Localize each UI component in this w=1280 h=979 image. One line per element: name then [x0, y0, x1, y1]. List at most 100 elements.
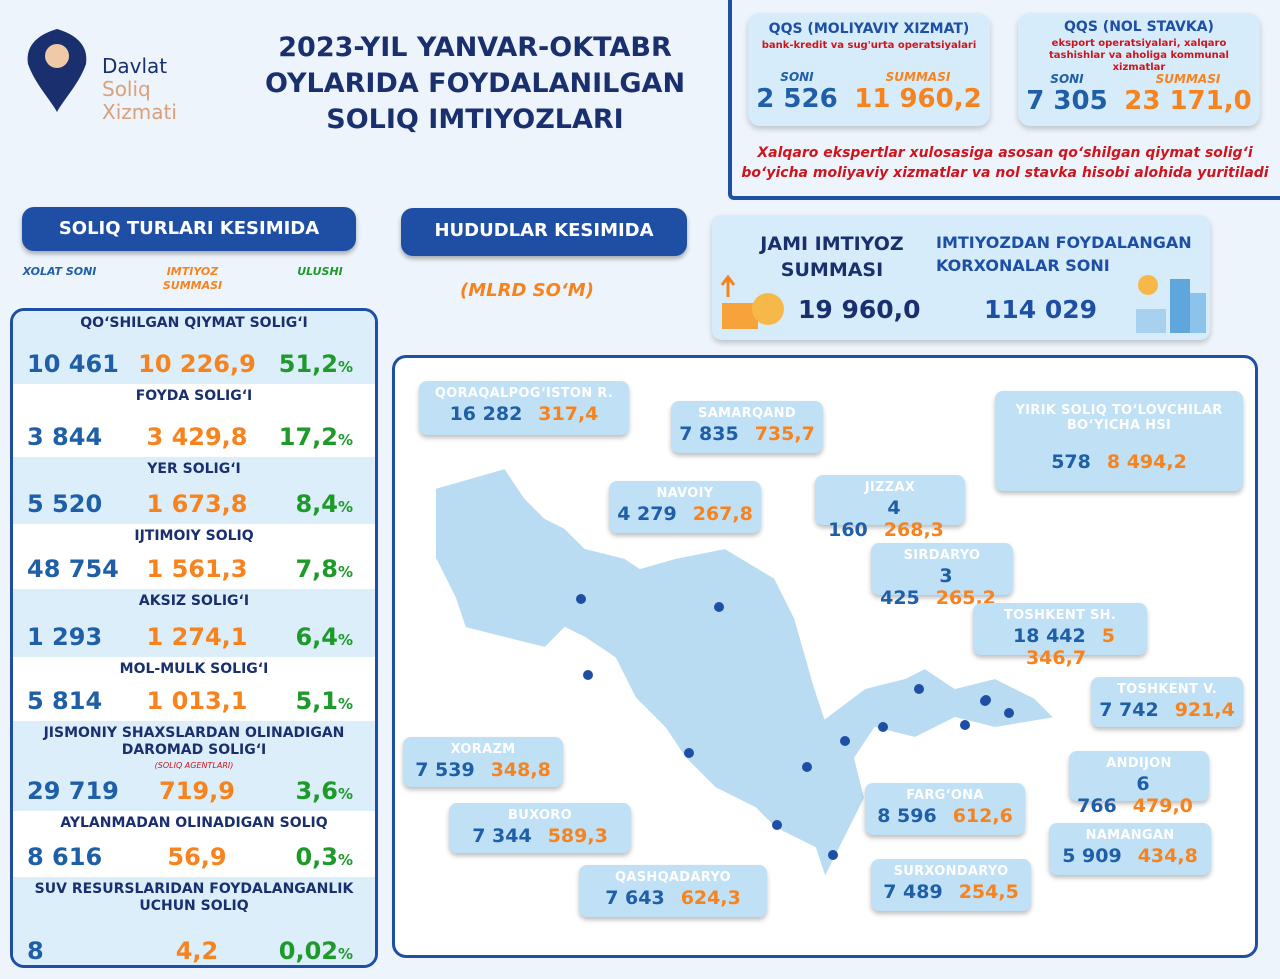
col-share: ULUSHI	[297, 265, 343, 278]
region-marker	[714, 602, 724, 612]
region-count: 578	[1051, 451, 1091, 473]
tax-row: YER SOLIG‘I 5 520 1 673,8 8,4%	[13, 457, 375, 524]
region-marker	[960, 720, 970, 730]
region-name: SAMARQAND	[698, 406, 796, 421]
region-name: YIRIK SOLIQ TO‘LOVCHILAR BO‘YICHA HSI	[1015, 403, 1223, 433]
percent-sign: %	[337, 431, 353, 449]
region-name: JIZZAX	[864, 480, 916, 495]
percent-sign: %	[337, 563, 353, 581]
region-count: 7 742	[1099, 699, 1159, 721]
qqs-section	[728, 0, 1280, 200]
tax-row: IJTIMOIY SOLIQ 48 754 1 561,3 7,8%	[13, 524, 375, 589]
title-line: SOLIQ IMTIYOZLARI	[326, 104, 624, 135]
note-text: Xalqaro ekspertlar xulosasiga asosan qo‘…	[741, 145, 1269, 181]
tax-share-value: 17,2	[278, 423, 338, 451]
tax-share-value: 6,4	[295, 623, 338, 651]
region-card: QORAQALPOG‘ISTON R. 16 282 317,4	[419, 381, 629, 435]
region-sum: 254,5	[958, 881, 1019, 903]
soni-value: 2 526	[756, 84, 838, 114]
tax-name: YER SOLIG‘I	[147, 461, 241, 477]
section-title-tax-types: SOLIQ TURLARI KESIMIDA	[22, 207, 356, 251]
region-sum: 479,0	[1132, 795, 1193, 817]
region-sum: 267,8	[692, 503, 753, 525]
region-count: 7 835	[679, 423, 739, 445]
percent-sign: %	[337, 358, 353, 376]
region-count: 6 766	[1077, 773, 1150, 817]
tax-count: 5 814	[27, 687, 103, 715]
region-marker	[802, 762, 812, 772]
region-sum: 434,8	[1137, 845, 1198, 867]
tax-sum: 1 673,8	[146, 490, 248, 518]
tax-name: AKSIZ SOLIG‘I	[138, 593, 250, 609]
summa-value: 11 960,2	[854, 84, 982, 114]
title-line: OYLARIDA FOYDALANILGAN	[264, 68, 686, 99]
tax-row: FOYDA SOLIG‘I 3 844 3 429,8 17,2%	[13, 384, 375, 457]
tax-share: 17,2%	[279, 423, 353, 451]
money-bag-icon	[720, 274, 784, 329]
buildings-icon	[1136, 275, 1206, 333]
summa-label: SUMMASI	[1155, 72, 1221, 86]
tax-note: (SOLIQ AGENTLARI)	[154, 761, 234, 770]
page-title: 2023-YIL YANVAR-OKTABR OYLARIDA FOYDALAN…	[230, 30, 720, 138]
tax-name: AYLANMADAN OLINADIGAN SOLIQ	[60, 815, 328, 831]
region-name: QORAQALPOG‘ISTON R.	[434, 386, 614, 401]
region-count: 7 643	[605, 887, 665, 909]
tax-name: MOL-MULK SOLIG‘I	[119, 661, 269, 677]
region-sum: 317,4	[538, 403, 599, 425]
tax-sum: 1 274,1	[146, 623, 248, 651]
region-name: TOSHKENT V.	[1116, 682, 1217, 697]
tax-name: SUV RESURSLARIDAN FOYDALANGANLIK UCHUN S…	[34, 881, 354, 914]
region-card: ANDIJON 6 766 479,0	[1069, 751, 1209, 817]
logo	[20, 24, 95, 118]
region-name: SIRDARYO	[903, 548, 981, 563]
logo-line1: Davlat	[102, 54, 168, 78]
tax-share-value: 0,3	[295, 843, 338, 871]
region-marker	[840, 736, 850, 746]
tax-share: 51,2%	[279, 350, 353, 378]
region-marker	[576, 594, 586, 604]
region-name: NAMANGAN	[1085, 828, 1175, 843]
companies-label: IMTIYOZDAN FOYDALANGAN KORXONALAR SONI	[936, 233, 1192, 275]
region-count: 5 909	[1062, 845, 1122, 867]
region-marker	[684, 748, 694, 758]
region-card: NAVOIY 4 279 267,8	[609, 481, 761, 533]
region-name: FARG‘ONA	[906, 788, 984, 803]
logo-line2: Soliq	[102, 77, 151, 101]
tax-share: 8,4%	[295, 490, 353, 518]
tax-sum: 1 561,3	[146, 555, 248, 583]
percent-sign: %	[337, 695, 353, 713]
eagle-logo-icon	[27, 29, 87, 112]
tax-row: AKSIZ SOLIG‘I 1 293 1 274,1 6,4%	[13, 589, 375, 657]
tax-share-value: 0,02	[278, 937, 338, 965]
card-subtitle: eksport operatsiyalari, xalqaro tashishl…	[1049, 38, 1229, 73]
companies-value: 114 029	[984, 295, 1098, 324]
tax-row: AYLANMADAN OLINADIGAN SOLIQ 8 616 56,9 0,…	[13, 811, 375, 877]
tax-sum: 56,9	[167, 843, 227, 871]
map-shape	[434, 466, 1058, 881]
region-card: TOSHKENT V. 7 742 921,4	[1091, 677, 1243, 727]
card-title: QQS (NOL STAVKA)	[1064, 19, 1214, 35]
tax-row: SUV RESURSLARIDAN FOYDALANGANLIK UCHUN S…	[13, 877, 375, 965]
percent-sign: %	[337, 945, 353, 963]
region-count: 7 489	[883, 881, 943, 903]
tax-share-value: 5,1	[295, 687, 338, 715]
tax-share-value: 7,8	[295, 555, 338, 583]
region-sum: 589,3	[547, 825, 608, 847]
region-card: SIRDARYO 3 425 265,2	[871, 543, 1013, 609]
percent-sign: %	[337, 498, 353, 516]
total-label: JAMI IMTIYOZ SUMMASI	[760, 233, 904, 281]
region-count: 7 344	[472, 825, 532, 847]
region-card: TOSHKENT SH. 18 442 5 346,7	[973, 603, 1147, 669]
region-sum: 612,6	[952, 805, 1013, 827]
region-name: SURXONDARYO	[893, 864, 1009, 879]
region-name: ANDIJON	[1106, 756, 1172, 771]
region-sum: 5 346,7	[1025, 625, 1115, 669]
summa-value: 23 171,0	[1124, 86, 1252, 116]
section-title-regions: HUDUDLAR KESIMIDA	[401, 208, 687, 256]
region-card: XORAZM 7 539 348,8	[403, 737, 563, 787]
tax-name: QO‘SHILGAN QIYMAT SOLIG‘I	[80, 315, 308, 331]
tax-share: 0,02%	[279, 937, 353, 965]
summa-label: SUMMASI	[885, 70, 951, 84]
tax-share: 6,4%	[295, 623, 353, 651]
qqs-nol-stavka-card: QQS (NOL STAVKA) eksport operatsiyalari,…	[1018, 13, 1260, 126]
